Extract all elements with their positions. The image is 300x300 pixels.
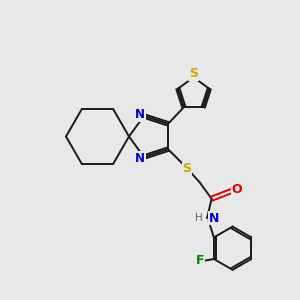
Text: S: S: [189, 67, 198, 80]
Text: F: F: [196, 254, 205, 267]
Text: O: O: [231, 183, 242, 196]
Text: N: N: [208, 212, 219, 225]
Text: H: H: [195, 213, 203, 223]
Text: N: N: [135, 152, 145, 165]
Text: N: N: [135, 108, 145, 121]
Text: S: S: [182, 162, 191, 175]
